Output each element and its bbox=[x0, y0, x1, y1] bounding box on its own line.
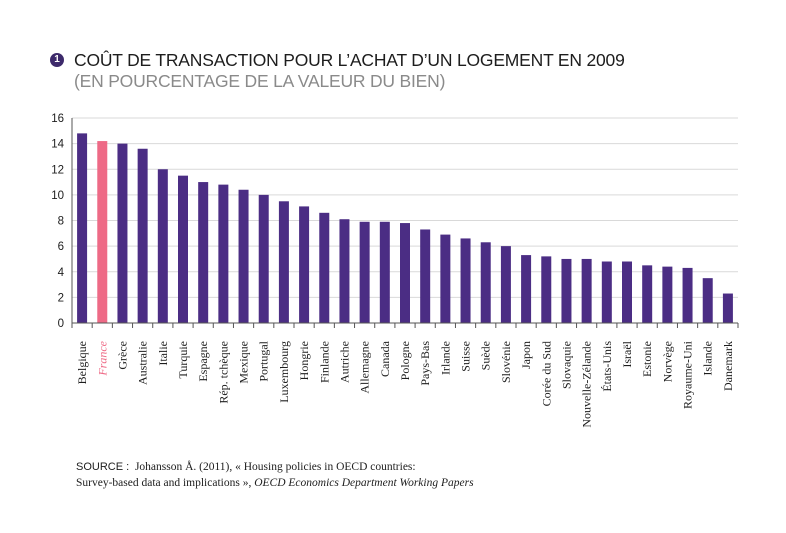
bar-22 bbox=[521, 255, 532, 323]
bar-7 bbox=[218, 184, 229, 323]
bar-25 bbox=[581, 258, 592, 323]
bar-2 bbox=[117, 143, 128, 323]
x-tick-label: États-Unis bbox=[600, 341, 614, 392]
x-tick-label: Canada bbox=[378, 340, 392, 377]
figure-number-badge: 1 bbox=[50, 53, 64, 67]
x-tick-label: Rép. tchèque bbox=[216, 341, 230, 404]
x-tick-label: Danemark bbox=[721, 341, 735, 391]
x-tick-label: Grèce bbox=[115, 341, 129, 370]
y-tick-label: 4 bbox=[58, 267, 65, 279]
bar-26 bbox=[601, 261, 612, 323]
bar-24 bbox=[561, 258, 572, 323]
x-tick-label: Italie bbox=[156, 341, 170, 366]
x-tick-label: Israël bbox=[620, 340, 634, 367]
y-tick-label: 2 bbox=[58, 292, 64, 304]
x-tick-label: Norvège bbox=[660, 341, 674, 382]
x-tick-label: Estonie bbox=[640, 341, 654, 377]
bar-20 bbox=[480, 242, 491, 323]
bar-10 bbox=[278, 201, 289, 323]
y-tick-label: 6 bbox=[58, 241, 64, 253]
bar-16 bbox=[400, 223, 410, 323]
x-tick-label: Nouvelle-Zélande bbox=[580, 341, 594, 428]
x-axis-labels: Belgique France Grèce Australie Italie Turqui… bbox=[75, 340, 735, 427]
x-tick-label: Australie bbox=[136, 341, 150, 385]
bar-21 bbox=[500, 246, 511, 323]
bar-23 bbox=[541, 256, 552, 323]
bar-0 bbox=[77, 133, 88, 323]
axes bbox=[71, 118, 739, 328]
y-tick-label: 0 bbox=[58, 318, 64, 330]
bar-11 bbox=[299, 206, 310, 323]
bar-9 bbox=[258, 194, 269, 323]
x-tick-label: Irlande bbox=[438, 341, 452, 375]
bar-14 bbox=[359, 221, 370, 323]
bar-13 bbox=[339, 219, 350, 323]
x-tick-label: France bbox=[95, 340, 109, 376]
bar-3 bbox=[137, 148, 148, 323]
source-line-1: SOURCE : Johansson Å. (2011), « Housing … bbox=[76, 459, 474, 475]
source-text: Johansson Å. (2011), « Housing policies … bbox=[134, 461, 416, 473]
bar-17 bbox=[420, 229, 431, 323]
bar-29 bbox=[662, 266, 673, 323]
x-tick-label: Slovénie bbox=[499, 341, 513, 383]
x-tick-label: Pays-Bas bbox=[418, 341, 432, 386]
x-tick-label: Royaume-Uni bbox=[681, 340, 695, 409]
source-line-2: Survey-based data and implications », OE… bbox=[76, 475, 474, 491]
source-publication: OECD Economics Department Working Papers bbox=[254, 477, 474, 489]
bar-19 bbox=[460, 238, 471, 323]
x-tick-label: Pologne bbox=[398, 341, 412, 380]
chart-subtitle: (EN POURCENTAGE DE LA VALEUR DU BIEN) bbox=[74, 71, 446, 91]
bar-chart: 0 2 4 6 8 10 12 14 16 Belgique France Grèce Austral… bbox=[51, 113, 739, 428]
x-tick-label: Suède bbox=[479, 341, 493, 370]
x-tick-label: Finlande bbox=[317, 341, 331, 383]
x-tick-label: Autriche bbox=[337, 341, 351, 383]
x-tick-label: Suisse bbox=[459, 341, 473, 372]
x-tick-label: Allemagne bbox=[358, 341, 372, 394]
y-tick-label: 8 bbox=[58, 216, 64, 228]
bar-28 bbox=[642, 265, 653, 323]
bar-4 bbox=[157, 169, 168, 323]
bar-1 bbox=[97, 141, 108, 323]
x-tick-label: Islande bbox=[701, 341, 715, 376]
x-tick-label: Corée du Sud bbox=[539, 341, 553, 406]
x-tick-label: Espagne bbox=[196, 341, 210, 382]
bar-30 bbox=[682, 267, 693, 323]
bars bbox=[77, 133, 733, 323]
x-tick-label: Hongrie bbox=[297, 341, 311, 380]
source-label: SOURCE : bbox=[76, 461, 130, 473]
bar-15 bbox=[379, 221, 390, 323]
x-tick-label: Turquie bbox=[176, 341, 190, 379]
bar-8 bbox=[238, 189, 249, 323]
x-tick-label: Belgique bbox=[75, 341, 89, 384]
bar-18 bbox=[440, 234, 451, 323]
source-note: SOURCE : Johansson Å. (2011), « Housing … bbox=[76, 459, 474, 491]
bar-32 bbox=[722, 293, 733, 323]
x-tick-label: Slovaquie bbox=[559, 341, 573, 389]
x-tick-label: Portugal bbox=[257, 340, 271, 381]
bar-27 bbox=[622, 261, 632, 323]
bar-6 bbox=[198, 182, 209, 323]
x-tick-label: Luxembourg bbox=[277, 341, 291, 403]
y-tick-label: 10 bbox=[51, 190, 64, 202]
x-tick-label: Japon bbox=[519, 341, 533, 369]
y-tick-label: 12 bbox=[51, 164, 64, 176]
bar-5 bbox=[178, 175, 188, 323]
y-tick-label: 16 bbox=[51, 113, 64, 125]
chart-title: COÛT DE TRANSACTION POUR L’ACHAT D’UN LO… bbox=[74, 50, 625, 70]
x-tick-label: Mexique bbox=[237, 341, 251, 384]
bar-31 bbox=[702, 278, 713, 323]
bar-12 bbox=[319, 212, 330, 323]
y-axis-ticks: 0 2 4 6 8 10 12 14 16 bbox=[51, 113, 64, 330]
y-tick-label: 14 bbox=[51, 139, 64, 151]
source-text-2: Survey-based data and implications », bbox=[76, 477, 252, 489]
